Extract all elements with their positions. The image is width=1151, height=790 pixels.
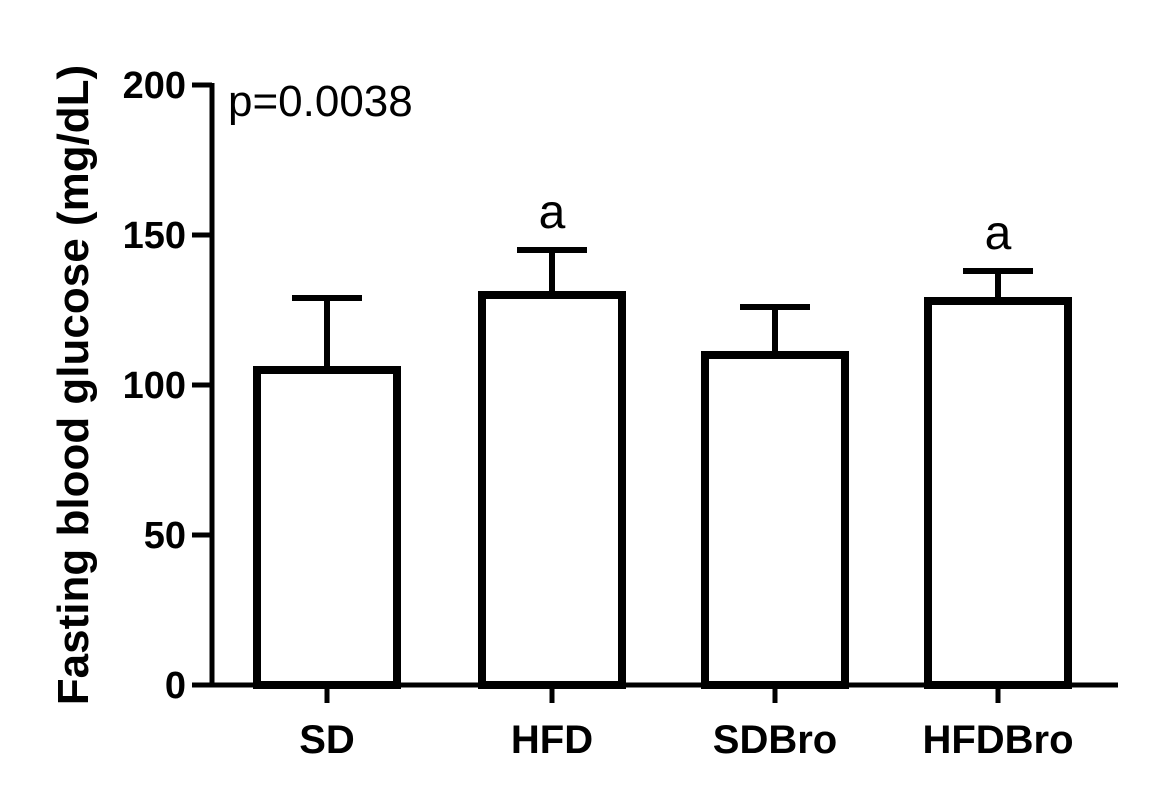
y-tick-label: 50 — [144, 515, 186, 557]
x-tick-label: SDBro — [713, 718, 837, 762]
significance-label: a — [985, 207, 1012, 260]
bar — [701, 351, 849, 689]
plot-area: 0 50 100 150 200 SD HFD a SDBro HFDBro a — [123, 65, 1118, 762]
p-value-annotation: p=0.0038 — [228, 77, 413, 126]
significance-label: a — [539, 186, 566, 239]
bar — [924, 297, 1072, 689]
bar — [478, 291, 626, 689]
x-tick-label: HFDBro — [922, 718, 1073, 762]
x-tick-label: SD — [299, 718, 355, 762]
y-tick-label: 200 — [123, 65, 186, 107]
y-axis-label: Fasting blood glucose (mg/dL) — [49, 65, 98, 705]
y-tick-label: 100 — [123, 365, 186, 407]
x-tick-label: HFD — [511, 718, 593, 762]
y-tick-label: 0 — [165, 665, 186, 707]
bar — [253, 366, 401, 689]
y-tick-label: 150 — [123, 215, 186, 257]
